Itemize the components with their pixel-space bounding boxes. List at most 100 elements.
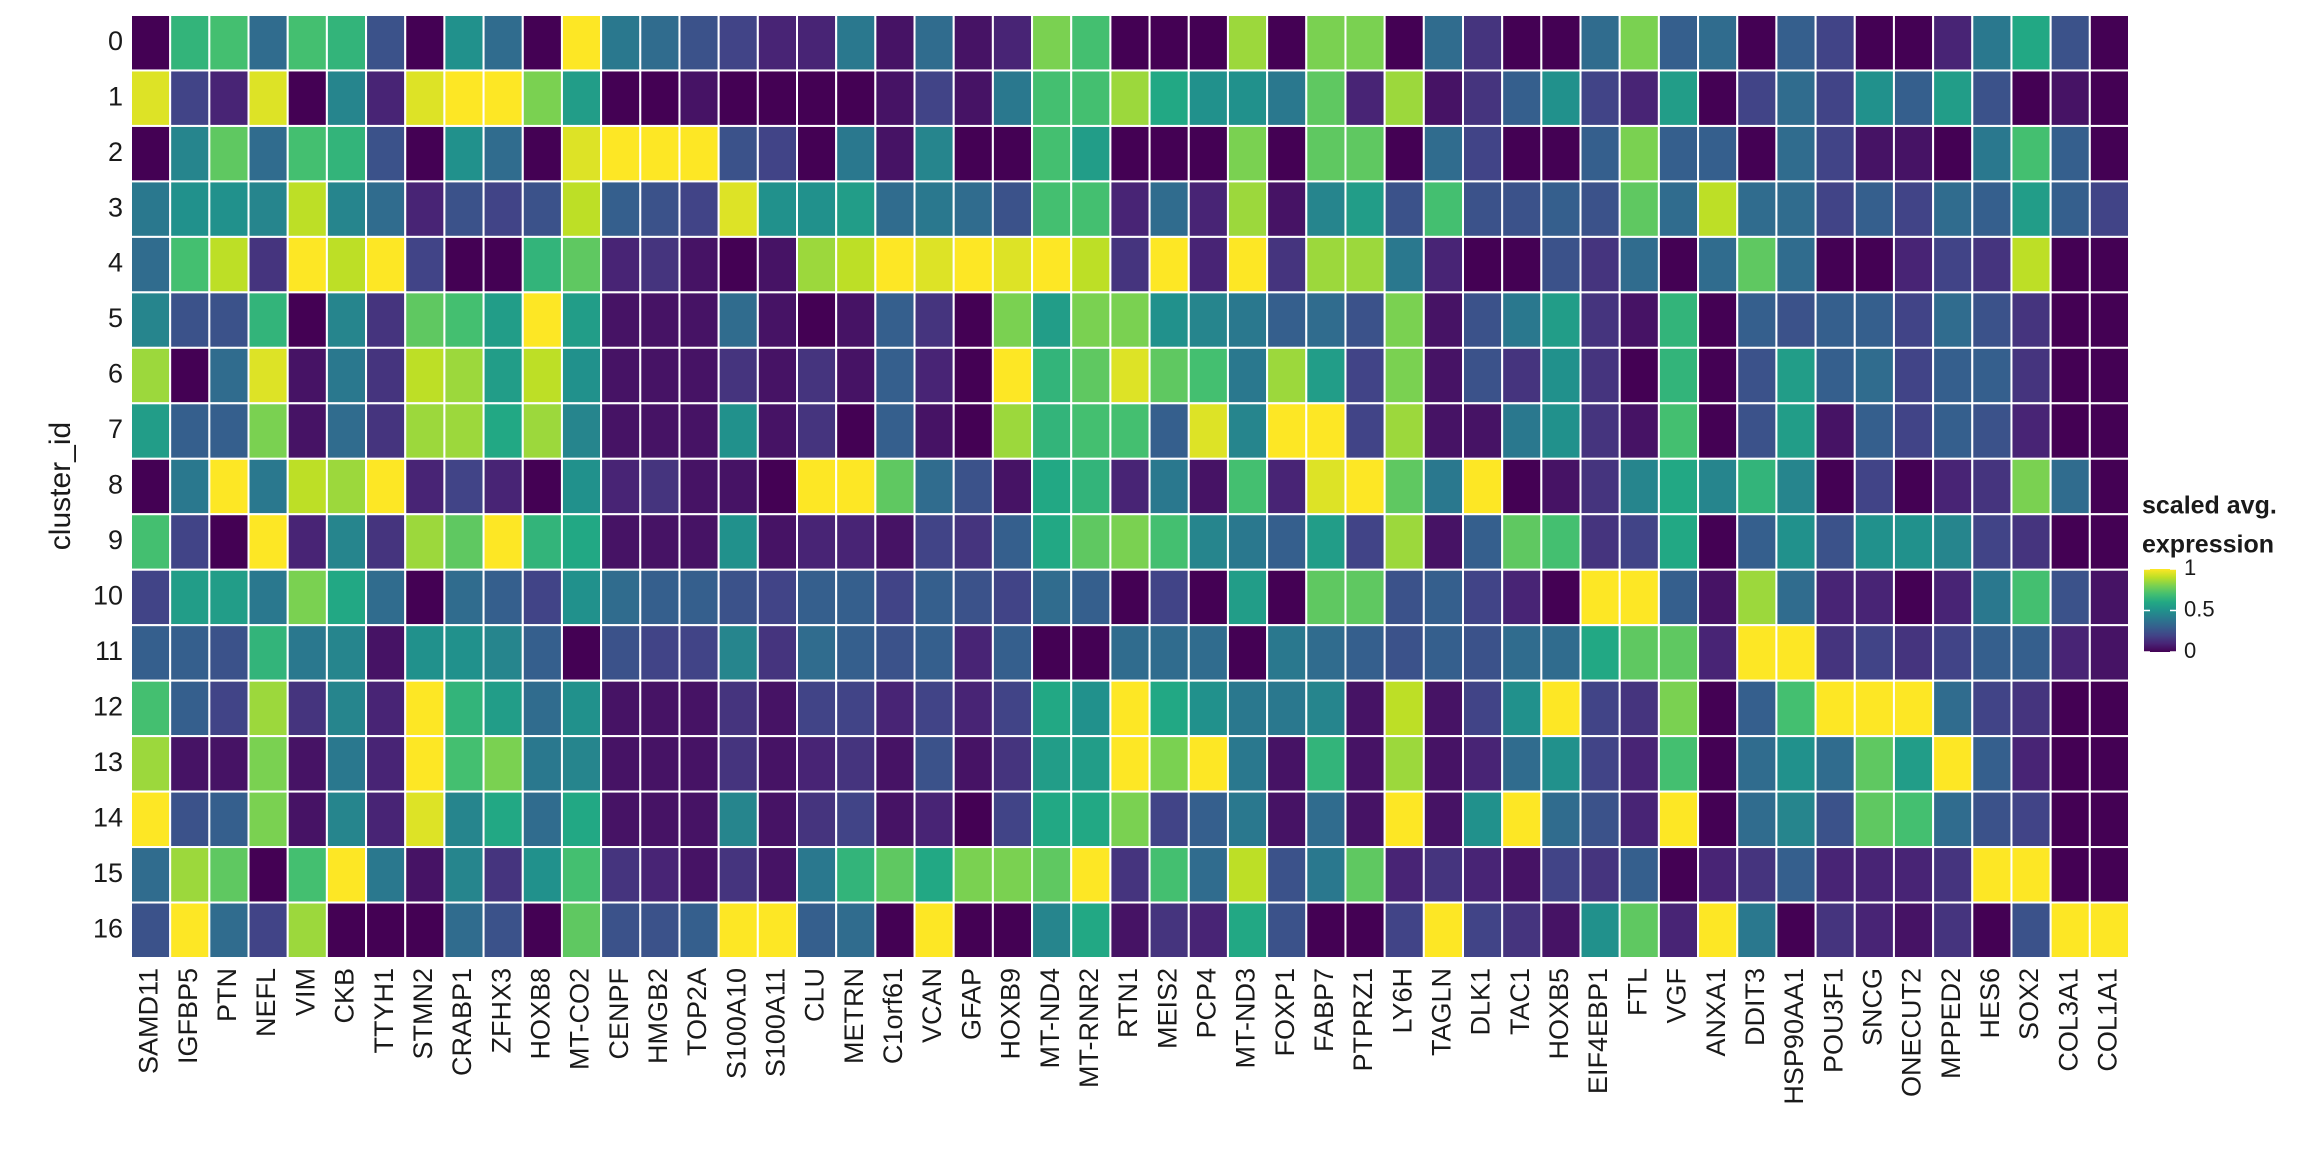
- heatmap-cell: [1736, 14, 1778, 72]
- heatmap-cell: [1344, 124, 1386, 183]
- heatmap-cell: [286, 568, 328, 627]
- heatmap-cell: [991, 180, 1034, 238]
- heatmap-cell: [560, 346, 603, 405]
- heatmap-cell: [639, 124, 681, 183]
- heatmap-cell: [1226, 14, 1269, 72]
- heatmap-cell: [1070, 291, 1112, 349]
- heatmap-cell: [1697, 568, 1739, 627]
- heatmap-cell: [952, 679, 994, 738]
- heatmap-cell: [639, 624, 681, 682]
- heatmap-cell: [991, 901, 1034, 960]
- heatmap-cell: [208, 846, 250, 904]
- x-tick-label: DDIT3: [1740, 968, 1770, 1046]
- heatmap-cell: [796, 624, 838, 682]
- heatmap-cell: [1540, 513, 1582, 571]
- heatmap-cell: [2010, 291, 2052, 349]
- heatmap-cell: [835, 790, 877, 849]
- heatmap-cell: [835, 235, 877, 294]
- heatmap-cell: [247, 568, 289, 627]
- heatmap-cell: [639, 846, 681, 904]
- heatmap-cell: [1226, 235, 1269, 294]
- heatmap-cell: [952, 624, 994, 682]
- heatmap-cell: [639, 679, 681, 738]
- heatmap-cell: [639, 513, 681, 571]
- heatmap-cell: [1892, 235, 1935, 294]
- heatmap-cell: [1422, 457, 1464, 516]
- heatmap-cell: [1226, 291, 1269, 349]
- heatmap-cell: [1383, 69, 1425, 127]
- colorbar-tick-label: 1: [2184, 555, 2196, 580]
- heatmap-cell: [1618, 457, 1660, 516]
- heatmap-cell: [717, 14, 759, 72]
- heatmap-cell: [1775, 513, 1817, 571]
- heatmap-cell: [678, 513, 720, 571]
- heatmap-cell: [1031, 901, 1073, 960]
- heatmap-cell: [1422, 846, 1464, 904]
- heatmap-cell: [365, 846, 407, 904]
- heatmap-cell: [1462, 790, 1504, 849]
- heatmap-cell: [1266, 69, 1308, 127]
- heatmap-cell: [482, 124, 524, 183]
- heatmap-cell: [404, 679, 446, 738]
- heatmap-cell: [1187, 513, 1229, 571]
- heatmap-cell: [247, 402, 289, 460]
- heatmap-cell: [717, 69, 759, 127]
- heatmap-cell: [600, 846, 642, 904]
- heatmap-cell: [952, 235, 994, 294]
- heatmap-cell: [1109, 402, 1151, 460]
- heatmap-cell: [1775, 735, 1817, 793]
- heatmap-cell: [1540, 69, 1582, 127]
- heatmap-cell: [952, 402, 994, 460]
- heatmap-cell: [1422, 790, 1464, 849]
- heatmap-cell: [286, 235, 328, 294]
- heatmap-cell: [1462, 513, 1504, 571]
- heatmap-cell: [2049, 180, 2091, 238]
- x-tick-label: HOXB9: [996, 968, 1026, 1060]
- heatmap-cell: [2049, 291, 2091, 349]
- heatmap-cell: [1462, 846, 1504, 904]
- heatmap-cell: [1579, 291, 1621, 349]
- heatmap-cell: [1814, 790, 1856, 849]
- heatmap-cell: [1344, 846, 1386, 904]
- heatmap-cell: [1618, 291, 1660, 349]
- heatmap-cell: [913, 291, 955, 349]
- heatmap-cell: [1775, 180, 1817, 238]
- heatmap-cell: [208, 901, 250, 960]
- heatmap-cell: [1932, 402, 1974, 460]
- heatmap-cell: [2088, 513, 2130, 571]
- heatmap-cell: [1462, 180, 1504, 238]
- heatmap-cell: [1501, 235, 1543, 294]
- heatmap-cell: [521, 513, 563, 571]
- x-tick-label: CKB: [330, 968, 360, 1024]
- heatmap-cell: [247, 69, 289, 127]
- heatmap-cell: [1305, 291, 1347, 349]
- heatmap-cell: [1226, 346, 1269, 405]
- heatmap-cell: [717, 846, 759, 904]
- heatmap-cell: [1736, 679, 1778, 738]
- heatmap-cell: [835, 346, 877, 405]
- heatmap-cell: [2088, 901, 2130, 960]
- heatmap-cell: [365, 568, 407, 627]
- heatmap-cell: [2010, 235, 2052, 294]
- heatmap-cell: [756, 235, 799, 294]
- heatmap-cell: [1422, 346, 1464, 405]
- heatmap-cell: [130, 790, 172, 849]
- heatmap-cell: [1892, 124, 1935, 183]
- heatmap-cell: [678, 457, 720, 516]
- heatmap-cell: [325, 180, 368, 238]
- heatmap-cell: [1070, 679, 1112, 738]
- heatmap-cell: [1501, 513, 1543, 571]
- heatmap-cell: [1971, 402, 2013, 460]
- heatmap-cell: [1892, 790, 1935, 849]
- heatmap-cell: [835, 624, 877, 682]
- heatmap-cell: [600, 235, 642, 294]
- heatmap-cell: [1148, 402, 1190, 460]
- heatmap-cell: [1031, 846, 1073, 904]
- heatmap-cell: [1853, 124, 1895, 183]
- heatmap-cell: [325, 568, 368, 627]
- heatmap-cell: [678, 124, 720, 183]
- heatmap-cell: [1344, 513, 1386, 571]
- heatmap-cell: [443, 402, 485, 460]
- heatmap-cell: [678, 235, 720, 294]
- heatmap-cell: [2088, 346, 2130, 405]
